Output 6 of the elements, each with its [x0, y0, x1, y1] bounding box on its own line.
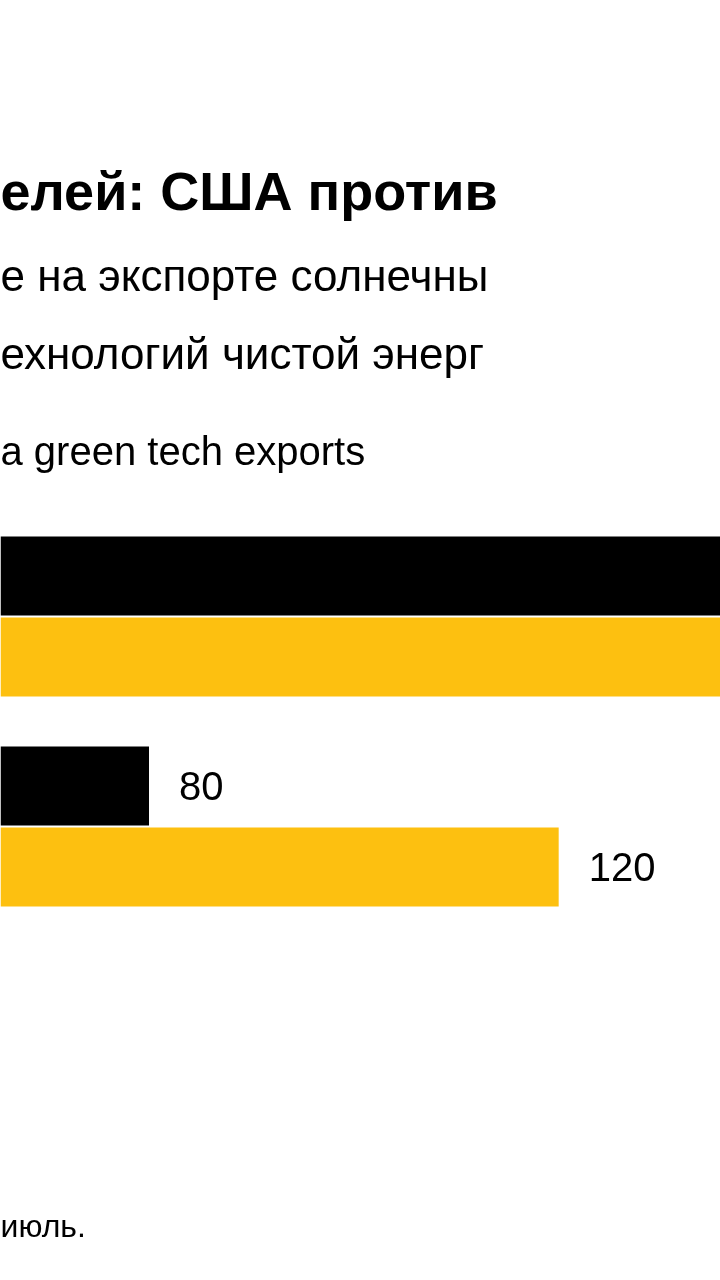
text: a green tech exports	[0, 428, 366, 473]
data-label: 120	[588, 845, 656, 889]
data-label: 80	[179, 764, 224, 808]
chart-title: елей: США против	[0, 160, 498, 221]
chart-subtitle: е на экспорте солнечны ехнологий чистой энерг	[0, 251, 489, 378]
text: июль.	[0, 1207, 86, 1244]
